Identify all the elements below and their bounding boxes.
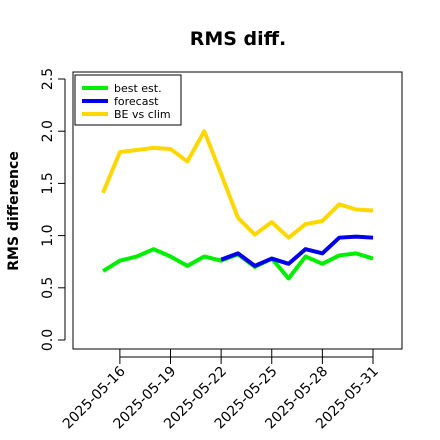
y-tick-label: 2.5 <box>40 68 56 90</box>
y-tick-label: 1.5 <box>40 172 56 194</box>
y-tick-label: 0.5 <box>40 277 56 299</box>
y-axis-label: RMS difference <box>6 151 22 271</box>
y-tick-label: 0.0 <box>40 329 56 351</box>
y-tick-label: 2.0 <box>40 120 56 142</box>
y-tick-label: 1.0 <box>40 224 56 246</box>
plot-area <box>72 71 403 350</box>
y-axis: 0.0 0.5 1.0 1.5 2.0 2.5 <box>40 68 66 351</box>
series-line-forecast <box>220 234 374 268</box>
legend-entry: BE vs clim <box>114 108 171 121</box>
legend-entry: forecast <box>114 95 159 108</box>
legend-entry: best est. <box>114 82 162 95</box>
x-axis: 2025-05-162025-05-192025-05-222025-05-25… <box>60 349 382 432</box>
series-layer <box>101 129 374 281</box>
series-line-be-vs-clim <box>101 129 374 240</box>
chart-title: RMS diff. <box>190 28 287 50</box>
